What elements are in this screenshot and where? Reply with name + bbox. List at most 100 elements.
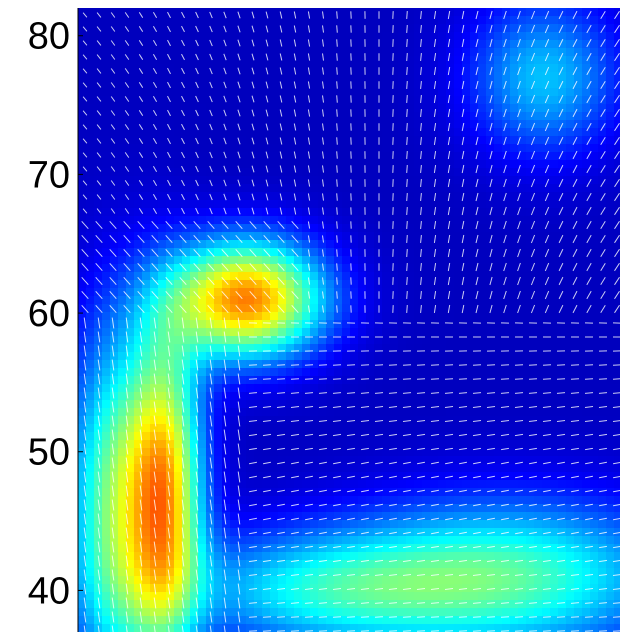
heatmap-cell [374,440,383,449]
heatmap-cell [302,344,311,353]
heatmap-cell [94,216,103,225]
heatmap-cell [126,424,135,433]
heatmap-cell [462,520,471,529]
heatmap-cell [550,296,559,305]
heatmap-cell [294,456,303,465]
heatmap-cell [518,304,527,313]
heatmap-cell [574,232,583,241]
heatmap-cell [246,592,255,601]
heatmap-cell [590,312,599,321]
heatmap-cell [390,392,399,401]
heatmap-cell [462,536,471,545]
heatmap-cell [414,272,423,281]
heatmap-cell [326,72,335,81]
heatmap-cell [510,488,519,497]
heatmap-cell [182,72,191,81]
heatmap-cell [270,352,279,361]
heatmap-cell [510,520,519,529]
heatmap-cell [398,64,407,73]
heatmap-cell [206,40,215,49]
heatmap-cell [566,400,575,409]
heatmap-cell [302,336,311,345]
heatmap-cell [222,280,231,289]
heatmap-cell [366,216,375,225]
heatmap-cell [262,520,271,529]
heatmap-cell [534,224,543,233]
heatmap-cell [374,16,383,25]
heatmap-cell [462,312,471,321]
heatmap-cell [174,200,183,209]
heatmap-cell [382,568,391,577]
heatmap-cell [214,272,223,281]
heatmap-cell [214,304,223,313]
heatmap-cell [590,336,599,345]
heatmap-cell [518,464,527,473]
heatmap-cell [198,432,207,441]
heatmap-cell [486,400,495,409]
heatmap-cell [414,120,423,129]
heatmap-cell [198,120,207,129]
heatmap-cell [502,144,511,153]
heatmap-cell [438,152,447,161]
heatmap-cell [126,192,135,201]
heatmap-cell [198,376,207,385]
heatmap-cell [222,328,231,337]
heatmap-cell [478,432,487,441]
heatmap-cell [118,32,127,41]
heatmap-cell [174,392,183,401]
heatmap-cell [558,456,567,465]
heatmap-cell [310,312,319,321]
heatmap-cell [606,88,615,97]
heatmap-cell [254,576,263,585]
heatmap-cell [486,232,495,241]
heatmap-cell [206,104,215,113]
heatmap-cell [334,456,343,465]
heatmap-cell [542,240,551,249]
heatmap-cell [366,520,375,529]
heatmap-cell [558,536,567,545]
heatmap-cell [574,376,583,385]
heatmap-cell [374,392,383,401]
heatmap-cell [278,128,287,137]
heatmap-cell [246,224,255,233]
heatmap-cell [254,336,263,345]
heatmap-cell [310,352,319,361]
heatmap-cell [534,584,543,593]
heatmap-cell [390,128,399,137]
heatmap-cell [278,424,287,433]
heatmap-cell [134,448,143,457]
heatmap-cell [118,496,127,505]
heatmap-cell [470,80,479,89]
heatmap-cell [358,232,367,241]
heatmap-cell [590,424,599,433]
heatmap-cell [238,304,247,313]
heatmap-cell [110,128,119,137]
heatmap-cell [126,248,135,257]
heatmap-cell [366,456,375,465]
heatmap-cell [478,40,487,49]
heatmap-cell [606,264,615,273]
heatmap-cell [414,408,423,417]
heatmap-cell [438,384,447,393]
heatmap-cell [318,256,327,265]
heatmap-cell [414,192,423,201]
heatmap-cell [222,144,231,153]
heatmap-cell [270,568,279,577]
heatmap-cell [358,168,367,177]
heatmap-cell [566,80,575,89]
heatmap-cell [254,56,263,65]
heatmap-cell [94,208,103,217]
heatmap-cell [430,432,439,441]
heatmap-cell [118,176,127,185]
heatmap-cell [542,80,551,89]
heatmap-cell [350,512,359,521]
heatmap-cell [430,408,439,417]
heatmap-cell [534,408,543,417]
heatmap-cell [230,16,239,25]
heatmap-cell [398,128,407,137]
heatmap-cell [390,264,399,273]
heatmap-cell [86,240,95,249]
heatmap-cell [598,176,607,185]
heatmap-cell [190,304,199,313]
heatmap-cell [438,544,447,553]
